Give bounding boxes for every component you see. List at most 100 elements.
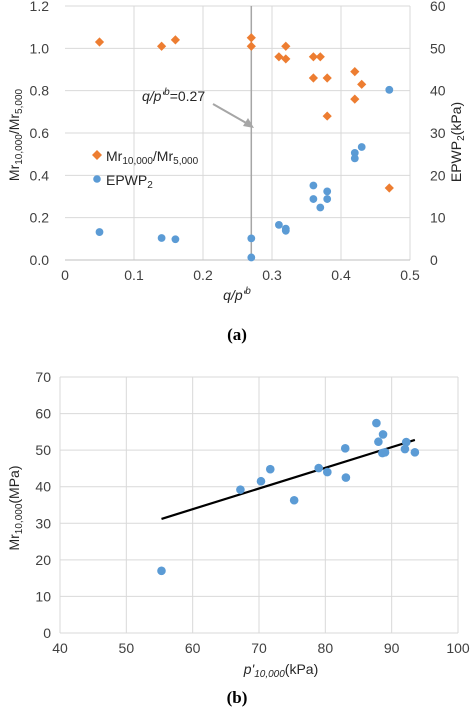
x-tick-label: 60 [185,640,201,656]
x-tick-label: 0.3 [262,267,282,283]
chart-b-grid [59,376,459,634]
data-point-mr-ratio [322,111,332,121]
data-point-mr-ratio [357,79,367,89]
x-tick-label: 50 [119,640,135,656]
data-point-epwp [171,235,180,244]
y2-tick-label: 30 [430,125,446,141]
y-tick-label: 30 [35,515,51,531]
data-point-epwp [247,253,256,262]
x-tick-label: 0.5 [400,267,420,283]
x-tick-label: 0 [61,267,69,283]
y-tick-label: 0.4 [30,167,50,183]
data-point-mr-ratio [170,35,180,45]
y-tick-label: 0.8 [30,83,50,99]
legend-label-mr-ratio: Mr10,000/Mr5,000 [106,148,199,167]
chart-a-y-axis-label: Mr10,000/Mr5,000 [6,88,25,181]
data-point-epwp [323,195,332,203]
chart-b-x-ticks: 40 50 60 70 80 90 100 [52,640,470,656]
y2-tick-label: 0 [430,252,438,268]
data-point-mr-ratio [350,67,360,77]
data-point-mr-ratio [94,37,105,47]
y2-tick-label: 20 [430,167,446,183]
x-tick-label: 70 [251,640,267,656]
chart-b-caption: (b) [227,688,248,707]
data-point-epwp [247,234,256,243]
x-tick-label: 90 [384,640,400,656]
chart-b: 40 50 60 70 80 90 100 0 10 20 30 40 50 60 70 Mr10,000… [6,369,470,707]
data-point-mr-ratio [322,73,332,83]
data-point [341,473,351,482]
x-tick-label: 100 [446,640,470,656]
data-point-mr-ratio [281,54,291,64]
data-point-mr-ratio [157,41,167,51]
data-point-epwp [309,181,318,190]
chart-a-series-mr-ratio [94,33,394,193]
data-point-epwp [385,85,394,94]
chart-a-x-ticks: 0 0.1 0.2 0.3 0.4 0.5 [61,267,420,283]
data-point [314,463,324,473]
y-tick-label: 0.2 [30,210,50,226]
chart-a-annotation-text: q/p'b=0.27 [142,87,205,104]
data-point-epwp [350,148,359,157]
chart-a: 0 0.1 0.2 0.3 0.4 0.5 0.0 0.2 0.4 0.6 0.8 1.0 1.2 0… [6,0,467,344]
chart-a-y-ticks: 0.0 0.2 0.4 0.6 0.8 1.0 1.2 [30,0,50,268]
y-tick-label: 40 [35,479,51,495]
y-tick-label: 0.6 [30,125,50,141]
x-tick-label: 80 [318,640,334,656]
data-point [372,418,381,428]
chart-a-caption: (a) [227,325,247,344]
x-tick-label: 0.4 [331,267,351,283]
chart-b-series-points [157,418,420,576]
data-point-mr-ratio [308,52,318,62]
y2-tick-label: 40 [430,83,446,99]
chart-a-annotation-arrow [212,103,254,128]
chart-a-y2-axis-label: EPWP2(kPa) [448,102,467,182]
data-point-epwp [316,203,325,212]
data-point [157,566,166,576]
y-tick-label: 1.2 [30,0,50,14]
legend-marker-epwp [93,175,101,183]
data-point-mr-ratio [246,33,256,43]
y-tick-label: 50 [35,442,51,458]
chart-a-x-axis-label: q/p'b [223,286,251,303]
y2-tick-label: 60 [430,0,446,14]
data-point-epwp [275,220,283,229]
data-point-mr-ratio [350,94,360,104]
data-point-epwp [157,234,166,242]
y-tick-label: 70 [35,369,51,385]
y-tick-label: 60 [35,406,51,422]
data-point-epwp [309,195,318,203]
data-point [265,464,275,474]
chart-b-x-axis-label: p'10,000(kPa) [243,661,319,680]
y-tick-label: 0 [43,625,51,641]
data-point [323,467,332,477]
x-tick-label: 0.1 [124,267,144,283]
legend-marker-mr-ratio [92,150,102,160]
x-tick-label: 0.2 [193,267,213,283]
chart-a-legend: Mr10,000/Mr5,000 EPWP2 [92,148,199,191]
chart-a-y2-ticks: 0 10 20 30 40 50 60 [430,0,446,268]
chart-b-y-ticks: 0 10 20 30 40 50 60 70 [35,369,51,641]
chart-b-trendline [161,438,416,520]
data-point [289,495,299,505]
data-point-mr-ratio [246,41,256,51]
data-point [410,448,420,457]
chart-a-grid [65,5,411,260]
data-point [374,437,383,447]
x-tick-label: 40 [52,640,68,656]
y2-tick-label: 10 [430,210,446,226]
data-point-mr-ratio [274,52,284,62]
data-point [340,444,350,453]
data-point [378,430,388,439]
data-point [380,448,390,457]
chart-b-y-axis-label: Mr10,000(MPa) [6,465,25,550]
data-point-epwp [350,154,359,163]
data-point-mr-ratio [384,183,394,193]
data-point [400,444,410,454]
data-point-epwp [95,228,104,236]
legend-label-epwp: EPWP2 [106,172,153,191]
data-point-mr-ratio [315,52,325,62]
data-point-epwp [323,187,332,196]
y-tick-label: 1.0 [30,40,50,56]
